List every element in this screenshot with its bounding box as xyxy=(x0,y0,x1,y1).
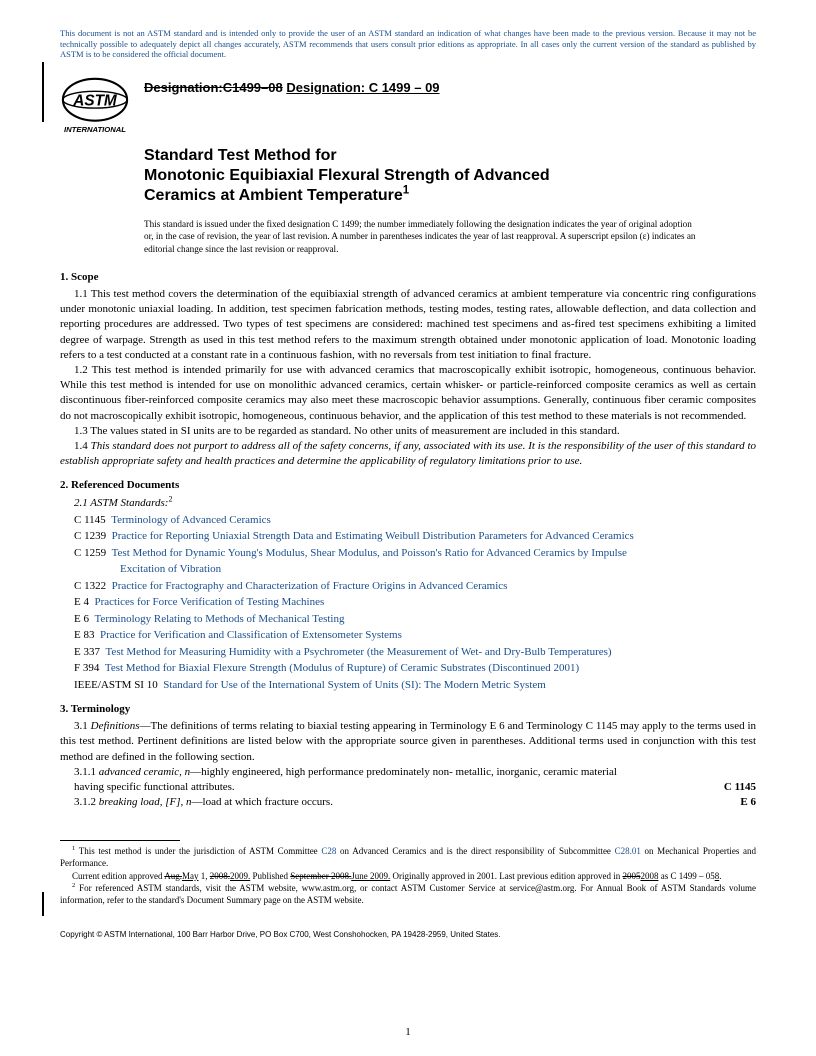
astm-logo: ASTM INTERNATIONAL xyxy=(60,76,130,136)
footnote-1: 1 This test method is under the jurisdic… xyxy=(60,845,756,869)
ref-item: C 1145 Terminology of Advanced Ceramics xyxy=(60,512,756,529)
ref-link[interactable]: Test Method for Dynamic Young's Modulus,… xyxy=(112,547,627,559)
terms-head: 3. Terminology xyxy=(60,703,756,715)
designation: Designation:C1499–08 Designation: C 1499… xyxy=(144,76,440,95)
ref-item: E 4 Practices for Force Verification of … xyxy=(60,594,756,611)
ref-link[interactable]: Terminology of Advanced Ceramics xyxy=(111,514,271,526)
footnote-rule xyxy=(60,840,180,841)
ref-item: C 1239 Practice for Reporting Uniaxial S… xyxy=(60,528,756,545)
ref-item: F 394 Test Method for Biaxial Flexure St… xyxy=(60,660,756,677)
ref-link[interactable]: Test Method for Biaxial Flexure Strength… xyxy=(105,662,579,674)
refs-sub: 2.1 ASTM Standards:2 xyxy=(60,495,756,512)
ref-link[interactable]: Practice for Verification and Classifica… xyxy=(100,629,402,641)
designation-new: Designation: C 1499 – 09 xyxy=(286,80,439,95)
scope-1-4: 1.4 This standard does not purport to ad… xyxy=(60,439,756,469)
footnotes: 1 This test method is under the jurisdic… xyxy=(60,845,756,906)
svg-text:ASTM: ASTM xyxy=(72,92,118,109)
title-block: Standard Test Method for Monotonic Equib… xyxy=(144,146,756,206)
change-bar-top xyxy=(42,62,44,122)
subcommittee-link[interactable]: C28.01 xyxy=(615,846,641,856)
title-line2: Monotonic Equibiaxial Flexural Strength … xyxy=(144,166,756,186)
scope-head: 1. Scope xyxy=(60,271,756,283)
ref-link[interactable]: Test Method for Measuring Humidity with … xyxy=(105,646,611,658)
scope-1-3: 1.3 The values stated in SI units are to… xyxy=(60,424,756,439)
terms-body: 3.1 Definitions3.1 Definitions—The defin… xyxy=(60,719,756,765)
change-bar-footnote xyxy=(42,892,44,916)
disclaimer-text: This document is not an ASTM standard an… xyxy=(60,28,756,60)
ref-link[interactable]: Standard for Use of the International Sy… xyxy=(163,679,546,691)
ref-link[interactable]: Practices for Force Verification of Test… xyxy=(94,596,324,608)
scope-1-2: 1.2 This test method is intended primari… xyxy=(60,363,756,424)
ref-item: IEEE/ASTM SI 10 Standard for Use of the … xyxy=(60,677,756,694)
header-row: ASTM INTERNATIONAL Designation:C1499–08 … xyxy=(60,76,756,136)
page-number: 1 xyxy=(0,1026,816,1038)
ref-item: E 337 Test Method for Measuring Humidity… xyxy=(60,644,756,661)
ref-item: C 1322 Practice for Fractography and Cha… xyxy=(60,578,756,595)
refs-list: 2.1 ASTM Standards:2 C 1145 Terminology … xyxy=(60,495,756,693)
footnote-1-line2: Current edition approved Aug.May 1, 2008… xyxy=(60,870,756,882)
svg-text:INTERNATIONAL: INTERNATIONAL xyxy=(64,125,126,134)
refs-head: 2. Referenced Documents xyxy=(60,479,756,491)
ref-item: E 83 Practice for Verification and Class… xyxy=(60,627,756,644)
term-3-1-2: 3.1.2 breaking load, [F], n—load at whic… xyxy=(60,795,756,810)
ref-item-cont: Excitation of Vibration xyxy=(60,561,756,578)
term-3-1-1-src: having specific functional attributes. C… xyxy=(60,780,756,795)
issuance-note: This standard is issued under the fixed … xyxy=(144,218,756,255)
designation-old: Designation:C1499–08 xyxy=(144,80,283,95)
title-line3: Ceramics at Ambient Temperature1 xyxy=(144,186,756,206)
scope-body: 1.1 This test method covers the determin… xyxy=(60,287,756,469)
committee-link[interactable]: C28 xyxy=(321,846,336,856)
ref-link[interactable]: Practice for Fractography and Characteri… xyxy=(112,580,508,592)
footnote-2: 2 For referenced ASTM standards, visit t… xyxy=(60,882,756,906)
scope-1-1: 1.1 This test method covers the determin… xyxy=(60,287,756,363)
ref-link[interactable]: Excitation of Vibration xyxy=(120,563,221,575)
ref-link[interactable]: Terminology Relating to Methods of Mecha… xyxy=(94,613,344,625)
copyright: Copyright © ASTM International, 100 Barr… xyxy=(60,930,756,939)
title-line1: Standard Test Method for xyxy=(144,146,756,166)
terms-3-1: 3.1 Definitions3.1 Definitions—The defin… xyxy=(60,719,756,765)
term-3-1-1: 3.1.1 advanced ceramic, n—highly enginee… xyxy=(60,765,756,780)
ref-item: C 1259 Test Method for Dynamic Young's M… xyxy=(60,545,756,562)
ref-item: E 6 Terminology Relating to Methods of M… xyxy=(60,611,756,628)
ref-link[interactable]: Practice for Reporting Uniaxial Strength… xyxy=(112,530,634,542)
